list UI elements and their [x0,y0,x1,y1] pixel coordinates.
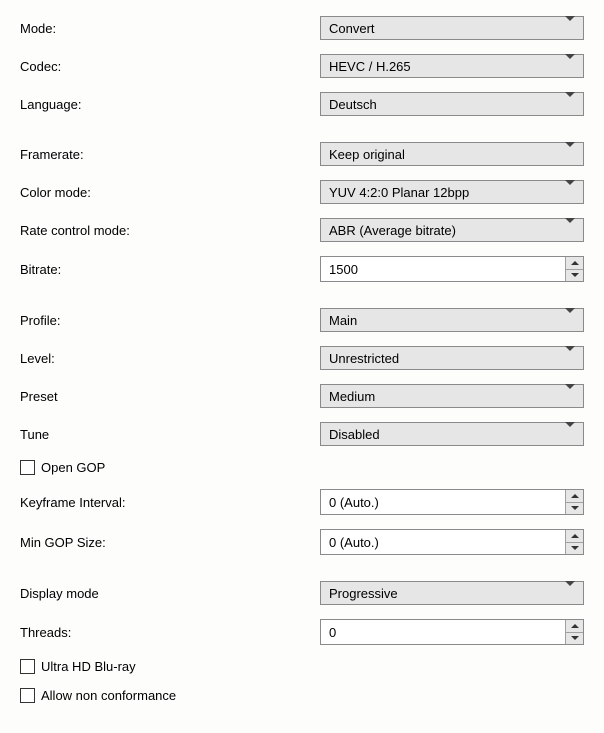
profile-value: Main [329,313,357,328]
keyframe-spin-down[interactable] [566,502,583,515]
keyframe-value[interactable]: 0 (Auto.) [321,490,565,514]
display-combo[interactable]: Progressive [320,581,584,605]
mingop-spinbox[interactable]: 0 (Auto.) [320,529,584,555]
threads-label: Threads: [20,625,320,640]
mingop-spin-down[interactable] [566,542,583,555]
preset-combo[interactable]: Medium [320,384,584,408]
keyframe-label: Keyframe Interval: [20,495,320,510]
preset-value: Medium [329,389,375,404]
codec-label: Codec: [20,59,320,74]
chevron-down-icon [565,97,575,112]
framerate-combo[interactable]: Keep original [320,142,584,166]
framerate-label: Framerate: [20,147,320,162]
level-combo[interactable]: Unrestricted [320,346,584,370]
mode-label: Mode: [20,21,320,36]
codec-value: HEVC / H.265 [329,59,411,74]
ratectrl-value: ABR (Average bitrate) [329,223,456,238]
chevron-down-icon [565,21,575,36]
chevron-down-icon [565,313,575,328]
language-combo[interactable]: Deutsch [320,92,584,116]
level-label: Level: [20,351,320,366]
language-label: Language: [20,97,320,112]
tune-value: Disabled [329,427,380,442]
keyframe-spinbox[interactable]: 0 (Auto.) [320,489,584,515]
threads-spinbox[interactable]: 0 [320,619,584,645]
uhdbr-checkbox[interactable] [20,659,35,674]
colormode-label: Color mode: [20,185,320,200]
chevron-down-icon [565,185,575,200]
threads-spin-up[interactable] [566,620,583,632]
mode-value: Convert [329,21,375,36]
chevron-down-icon [565,147,575,162]
threads-value[interactable]: 0 [321,620,565,644]
chevron-down-icon [565,586,575,601]
profile-label: Profile: [20,313,320,328]
framerate-value: Keep original [329,147,405,162]
codec-combo[interactable]: HEVC / H.265 [320,54,584,78]
tune-combo[interactable]: Disabled [320,422,584,446]
mingop-spin-up[interactable] [566,530,583,542]
chevron-down-icon [565,389,575,404]
mingop-label: Min GOP Size: [20,535,320,550]
chevron-down-icon [565,59,575,74]
mingop-value[interactable]: 0 (Auto.) [321,530,565,554]
tune-label: Tune [20,427,320,442]
bitrate-label: Bitrate: [20,262,320,277]
uhdbr-label: Ultra HD Blu-ray [41,659,136,674]
bitrate-spinbox[interactable]: 1500 [320,256,584,282]
chevron-down-icon [565,223,575,238]
bitrate-value[interactable]: 1500 [321,257,565,281]
bitrate-spin-up[interactable] [566,257,583,269]
colormode-value: YUV 4:2:0 Planar 12bpp [329,185,469,200]
mode-combo[interactable]: Convert [320,16,584,40]
opengop-label: Open GOP [41,460,105,475]
ratectrl-combo[interactable]: ABR (Average bitrate) [320,218,584,242]
threads-spin-down[interactable] [566,632,583,645]
allownc-label: Allow non conformance [41,688,176,703]
preset-label: Preset [20,389,320,404]
level-value: Unrestricted [329,351,399,366]
bitrate-spin-down[interactable] [566,269,583,282]
colormode-combo[interactable]: YUV 4:2:0 Planar 12bpp [320,180,584,204]
chevron-down-icon [565,427,575,442]
display-value: Progressive [329,586,398,601]
keyframe-spin-up[interactable] [566,490,583,502]
opengop-checkbox[interactable] [20,460,35,475]
ratectrl-label: Rate control mode: [20,223,320,238]
language-value: Deutsch [329,97,377,112]
chevron-down-icon [565,351,575,366]
allownc-checkbox[interactable] [20,688,35,703]
display-label: Display mode [20,586,320,601]
profile-combo[interactable]: Main [320,308,584,332]
